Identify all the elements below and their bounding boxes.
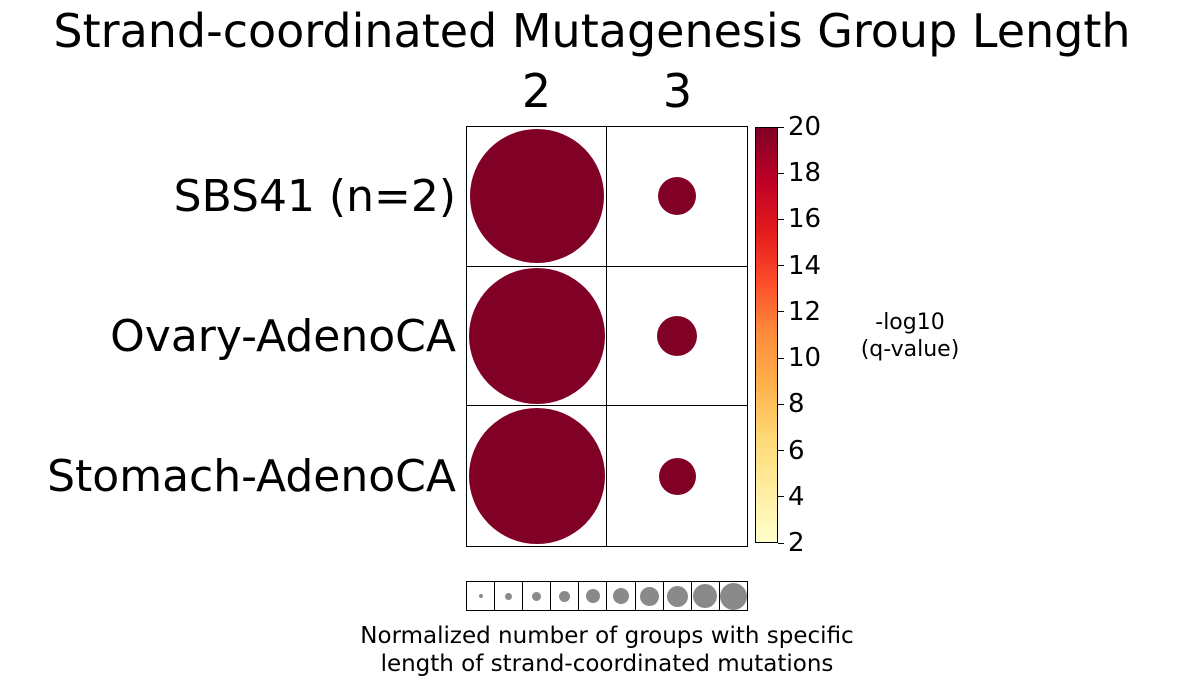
size-legend-circle-1	[478, 594, 483, 598]
size-legend-circle-6	[613, 588, 630, 604]
bubble-r1-c2	[658, 177, 696, 216]
colorbar-tick-mark-18	[778, 172, 784, 174]
row-labels: SBS41 (n=2) Ovary-AdenoCA Stomach-AdenoCA	[0, 126, 456, 547]
bubble-r3-c2	[658, 457, 696, 495]
colorbar-tick-label-2: 2	[788, 528, 805, 558]
size-legend	[466, 581, 748, 611]
colorbar-tick-label-6: 6	[788, 435, 805, 466]
grid-cell-r3-c2	[607, 406, 747, 546]
colorbar-tick-label-16: 16	[788, 204, 822, 235]
colorbar-tick-mark-14	[778, 265, 784, 267]
colorbar-tick-label-10: 10	[788, 343, 822, 374]
bubble-r3-c1	[468, 408, 605, 545]
colorbar-tick-mark-20	[778, 126, 784, 128]
colorbar-tick-label-20: 20	[788, 112, 822, 142]
colorbar-tick-label-14: 14	[788, 250, 822, 281]
size-legend-circle-10	[719, 582, 747, 610]
size-legend-cell-1	[467, 582, 496, 610]
size-legend-circle-9	[693, 584, 718, 608]
colorbar-tick-mark-8	[778, 403, 784, 405]
bubble-grid	[466, 126, 748, 547]
colorbar-label: -log10 (q-value)	[843, 309, 977, 363]
column-header-2: 2	[521, 64, 552, 118]
colorbar-label-line1: -log10	[875, 310, 945, 335]
row-label-1: SBS41 (n=2)	[173, 170, 456, 222]
colorbar-tick-mark-10	[778, 357, 784, 359]
colorbar-tick-label-4: 4	[788, 481, 805, 512]
bubble-r2-c1	[468, 267, 605, 404]
row-label-3: Stomach-AdenoCA	[47, 451, 456, 503]
size-legend-circle-3	[532, 591, 542, 601]
size-legend-caption-line1: Normalized number of groups with specifi…	[360, 623, 854, 649]
colorbar-tick-label-18: 18	[788, 158, 822, 189]
colorbar-label-line2: (q-value)	[860, 337, 960, 362]
colorbar-tick-label-8: 8	[788, 389, 805, 420]
bubble-r2-c2	[657, 315, 697, 356]
size-legend-cell-5	[579, 582, 608, 610]
grid-cell-r2-c1	[467, 266, 607, 407]
size-legend-cell-3	[523, 582, 552, 610]
bubble-r1-c1	[469, 129, 604, 264]
size-legend-circle-8	[666, 585, 688, 607]
grid-cell-r2-c2	[607, 267, 747, 407]
size-legend-cell-8	[664, 582, 692, 610]
size-legend-cell-10	[719, 582, 747, 610]
size-legend-cell-9	[692, 582, 720, 610]
colorbar-tick-mark-6	[778, 450, 784, 452]
size-legend-cell-2	[495, 582, 524, 610]
chart-title: Strand-coordinated Mutagenesis Group Len…	[53, 4, 1131, 58]
colorbar-tick-mark-2	[778, 542, 784, 544]
size-legend-caption: Normalized number of groups with specifi…	[207, 622, 1007, 678]
size-legend-circle-7	[639, 586, 659, 606]
size-legend-cell-6	[607, 582, 636, 610]
colorbar-tick-mark-12	[778, 311, 784, 313]
size-legend-cell-7	[636, 582, 664, 610]
size-legend-caption-line2: length of strand-coordinated mutations	[380, 651, 834, 677]
grid-cell-r3-c1	[467, 406, 607, 546]
size-legend-circle-4	[559, 590, 571, 602]
grid-cell-r1-c1	[467, 127, 607, 267]
colorbar-tick-label-12: 12	[788, 296, 822, 327]
grid-cell-r1-c2	[607, 127, 747, 267]
colorbar-ticks: 20 18 16 14 12 10 8 6 4 2	[778, 114, 838, 556]
colorbar-tick-mark-4	[778, 496, 784, 498]
row-label-2: Ovary-AdenoCA	[110, 310, 456, 362]
colorbar-tick-mark-16	[778, 218, 784, 220]
size-legend-circle-5	[585, 589, 600, 603]
size-legend-circle-2	[505, 592, 513, 600]
size-legend-cell-4	[551, 582, 580, 610]
column-header-3: 3	[662, 64, 693, 118]
colorbar-gradient	[755, 127, 778, 543]
